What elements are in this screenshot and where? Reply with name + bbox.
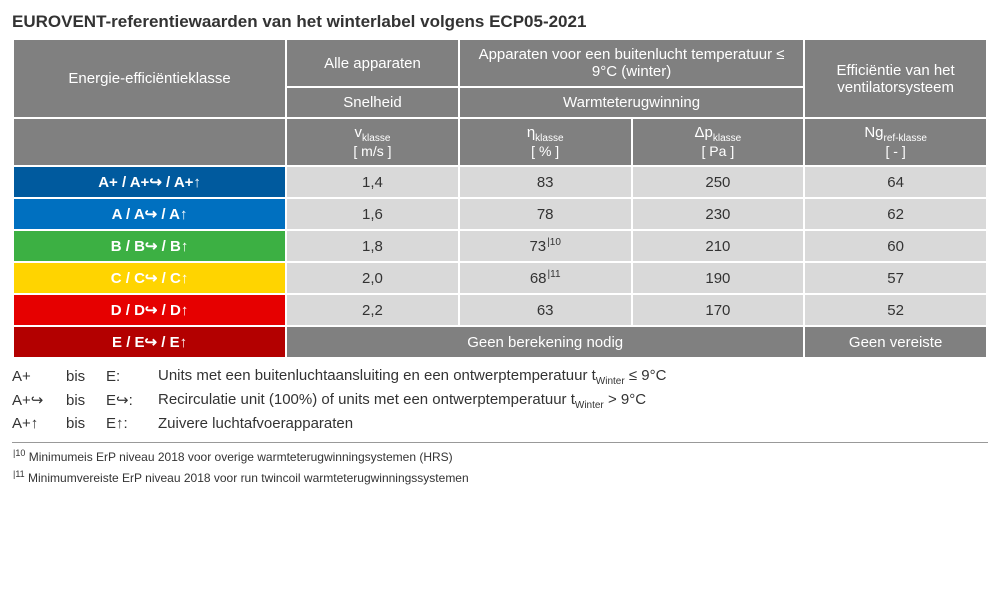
legend-row-3: A+↑ bis E↑: Zuivere luchtafvoerapparaten xyxy=(12,413,988,436)
class-label: D / D↪ / D↑ xyxy=(14,295,285,325)
legend-text-post: ≤ 9°C xyxy=(625,367,667,384)
val-ng: 57 xyxy=(805,263,986,293)
legend-row-1: A+ bis E: Units met een buitenluchtaansl… xyxy=(12,365,988,389)
footnote-sup: |11 xyxy=(13,469,25,479)
legend-text: Recirculatie unit (100%) of units met ee… xyxy=(158,389,988,413)
legend-text-sub: Winter xyxy=(575,400,604,411)
footnote-ref: |10 xyxy=(547,237,561,248)
legend-from: A+↑ xyxy=(12,413,66,436)
legend-row-2: A+↪ bis E↪: Recirculatie unit (100%) of … xyxy=(12,389,988,413)
val-eta: 68|11 xyxy=(460,263,631,293)
footnote-11: |11 Minimumvereiste ErP niveau 2018 voor… xyxy=(12,468,988,487)
footnote-sup: |10 xyxy=(13,448,25,458)
legend-from: A+↪ xyxy=(12,390,66,413)
legend-bis: bis xyxy=(66,366,106,389)
legend-bis: bis xyxy=(66,413,106,436)
th-class: Energie-efficiëntieklasse xyxy=(14,40,285,117)
table-row: A / A↪ / A↑1,67823062 xyxy=(14,199,986,229)
val-speed: 2,2 xyxy=(287,295,458,325)
legend-text: Zuivere luchtafvoerapparaten xyxy=(158,413,988,436)
val-dp: 170 xyxy=(633,295,804,325)
sym-unit: [ - ] xyxy=(815,144,976,159)
separator xyxy=(12,442,988,443)
legend-to: E↑: xyxy=(106,413,158,436)
th-empty xyxy=(14,119,285,165)
footnote-10: |10 Minimumeis ErP niveau 2018 voor over… xyxy=(12,447,988,466)
sym-unit: [ m/s ] xyxy=(297,144,448,159)
footnote-ref: |11 xyxy=(548,269,561,280)
legend-text-pre: Recirculatie unit (100%) of units met ee… xyxy=(158,391,575,408)
th-sym-eta: ηklasse [ % ] xyxy=(460,119,631,165)
legend-text: Units met een buitenluchtaansluiting en … xyxy=(158,365,988,389)
val-ng: 64 xyxy=(805,167,986,197)
val-ng: 52 xyxy=(805,295,986,325)
th-sym-dp: Δpklasse [ Pa ] xyxy=(633,119,804,165)
sym-var: η xyxy=(527,124,535,141)
class-label: C / C↪ / C↑ xyxy=(14,263,285,293)
th-outdoor: Apparaten voor een buitenlucht temperatu… xyxy=(460,40,803,86)
no-calc: Geen berekening nodig xyxy=(287,327,803,357)
val-ng: 60 xyxy=(805,231,986,261)
sym-var: v xyxy=(355,124,363,141)
table-row: D / D↪ / D↑2,26317052 xyxy=(14,295,986,325)
legend-text-post: > 9°C xyxy=(604,391,646,408)
legend-from: A+ xyxy=(12,366,66,389)
val-dp: 250 xyxy=(633,167,804,197)
val-speed: 1,4 xyxy=(287,167,458,197)
table-row: B / B↪ / B↑1,873|1021060 xyxy=(14,231,986,261)
val-dp: 210 xyxy=(633,231,804,261)
table-row: C / C↪ / C↑2,068|1119057 xyxy=(14,263,986,293)
val-speed: 1,8 xyxy=(287,231,458,261)
val-eta: 78 xyxy=(460,199,631,229)
footnote-text: Minimumvereiste ErP niveau 2018 voor run… xyxy=(25,471,469,485)
class-label: B / B↪ / B↑ xyxy=(14,231,285,261)
table-row: A+ / A+↪ / A+↑1,48325064 xyxy=(14,167,986,197)
val-eta: 63 xyxy=(460,295,631,325)
class-label: A+ / A+↪ / A+↑ xyxy=(14,167,285,197)
val-ng: 62 xyxy=(805,199,986,229)
sym-unit: [ % ] xyxy=(470,144,621,159)
no-req: Geen vereiste xyxy=(805,327,986,357)
val-eta: 73|10 xyxy=(460,231,631,261)
sym-unit: [ Pa ] xyxy=(643,144,794,159)
legend-text-sub: Winter xyxy=(596,376,625,387)
footnote-text: Minimumeis ErP niveau 2018 voor overige … xyxy=(25,450,452,464)
val-eta: 83 xyxy=(460,167,631,197)
th-sym-v: vklasse [ m/s ] xyxy=(287,119,458,165)
th-speed: Snelheid xyxy=(287,88,458,117)
sym-var: Ng xyxy=(864,124,883,141)
val-dp: 190 xyxy=(633,263,804,293)
class-label: A / A↪ / A↑ xyxy=(14,199,285,229)
th-sym-ng: Ngref-klasse [ - ] xyxy=(805,119,986,165)
page-title: EUROVENT-referentiewaarden van het winte… xyxy=(12,12,988,32)
legend-text-pre: Units met een buitenluchtaansluiting en … xyxy=(158,367,596,384)
sym-var: Δp xyxy=(695,124,713,141)
class-label-e: E / E↪ / E↑ xyxy=(14,327,285,357)
val-dp: 230 xyxy=(633,199,804,229)
val-speed: 2,0 xyxy=(287,263,458,293)
reference-table: Energie-efficiëntieklasse Alle apparaten… xyxy=(12,38,988,359)
legend-to: E↪: xyxy=(106,390,158,413)
th-fan: Efficiëntie van het ventilatorsysteem xyxy=(805,40,986,117)
legend: A+ bis E: Units met een buitenluchtaansl… xyxy=(12,365,988,436)
val-speed: 1,6 xyxy=(287,199,458,229)
legend-to: E: xyxy=(106,366,158,389)
legend-bis: bis xyxy=(66,390,106,413)
th-all: Alle apparaten xyxy=(287,40,458,86)
th-recovery: Warmteterugwinning xyxy=(460,88,803,117)
